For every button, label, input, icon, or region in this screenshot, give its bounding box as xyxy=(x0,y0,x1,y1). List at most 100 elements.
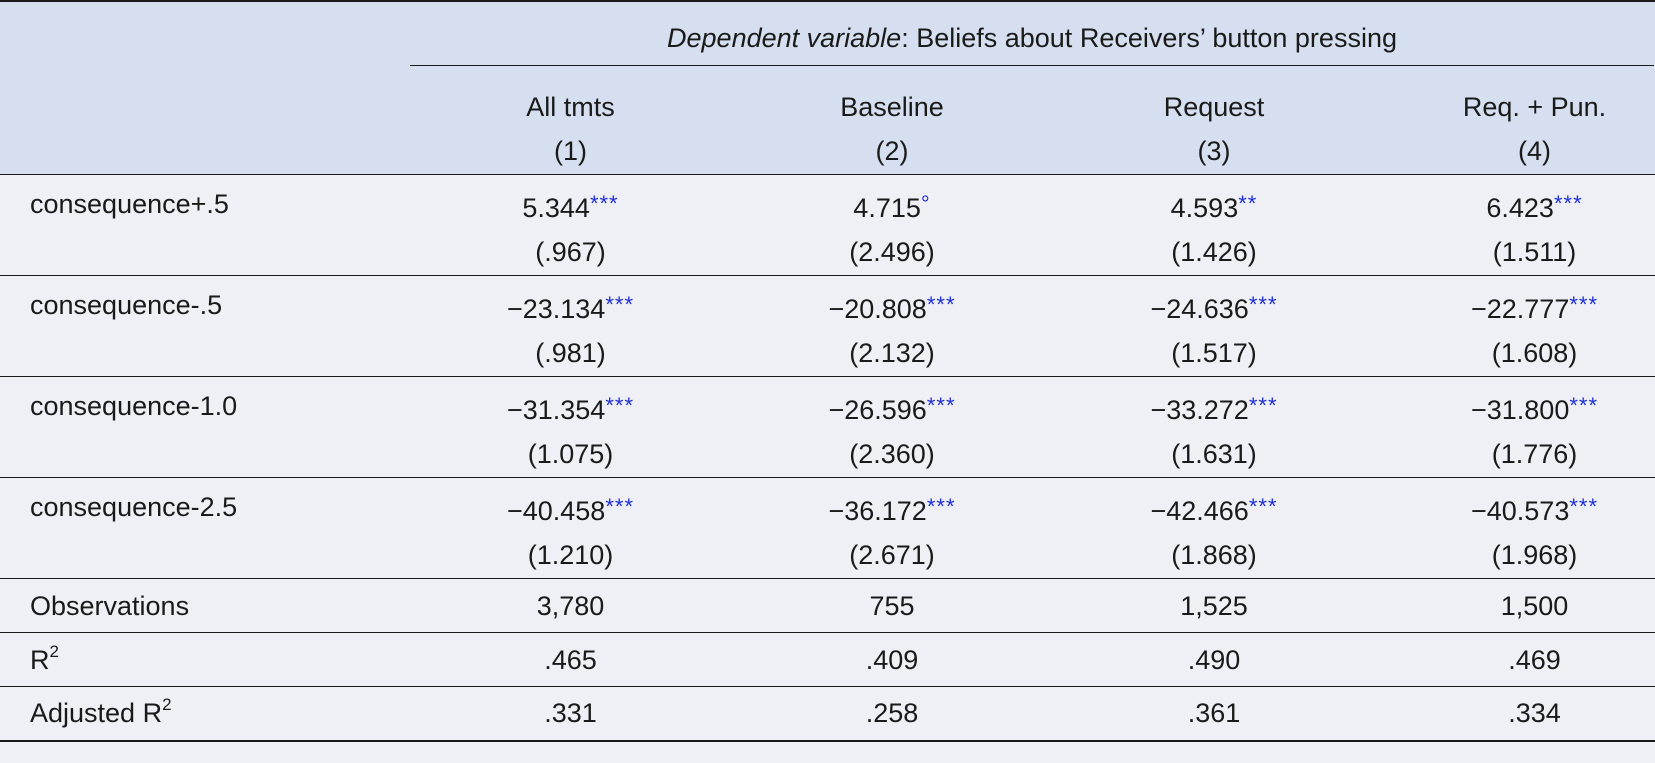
coefficient-estimate: −31.800*** xyxy=(1415,384,1654,432)
coefficient-cell: −31.800*** (1.776) xyxy=(1375,377,1655,478)
stat-cell: 1,525 xyxy=(1180,590,1248,621)
estimate-value: −24.636 xyxy=(1150,294,1249,324)
estimate-value: −23.134 xyxy=(506,294,606,324)
coefficient-cell: 4.715° (2.496) xyxy=(731,175,1053,276)
coefficient-estimate: −40.573*** xyxy=(1415,485,1654,533)
standard-error: (2.496) xyxy=(849,237,935,267)
significance-stars: *** xyxy=(926,292,956,317)
column-number: (1) xyxy=(554,136,587,166)
row-label-text: R xyxy=(30,644,50,675)
coefficient-row: consequence-1.0 −31.354*** (1.075) −26.59… xyxy=(0,377,1655,478)
coefficient-cell: 6.423*** (1.511) xyxy=(1375,175,1655,276)
significance-stars: ° xyxy=(920,191,931,216)
column-header-2: Baseline (2) xyxy=(731,67,1053,175)
coefficient-cell: 4.593** (1.426) xyxy=(1053,175,1375,276)
header-empty-cell xyxy=(0,67,410,175)
significance-stars: *** xyxy=(1248,292,1278,317)
estimate-value: −31.800 xyxy=(1470,395,1570,425)
estimate-value: 4.715 xyxy=(853,193,921,223)
estimate-value: 6.423 xyxy=(1486,193,1554,223)
stat-cell: .465 xyxy=(544,644,597,675)
adjusted-r-squared-row: Adjusted R2 .331 .258 .361 .334 xyxy=(0,687,1655,741)
regression-table: Dependent variable: Beliefs about Receiv… xyxy=(0,0,1655,741)
table-body: consequence+.5 5.344*** (.967) 4.715° (2.4… xyxy=(0,175,1655,741)
superscript: 2 xyxy=(49,641,59,661)
coefficient-estimate: 4.715° xyxy=(732,182,1052,230)
coefficient-cell: −23.134*** (.981) xyxy=(410,276,731,377)
significance-stars: *** xyxy=(1248,494,1278,519)
stat-cell: .334 xyxy=(1508,698,1561,729)
dependent-variable-caption: Dependent variable: Beliefs about Receiv… xyxy=(410,3,1655,66)
header-empty-cell xyxy=(0,0,410,67)
coefficient-cell: −26.596*** (2.360) xyxy=(731,377,1053,478)
stat-cell: .331 xyxy=(544,698,597,729)
significance-stars: *** xyxy=(926,393,956,418)
coefficient-estimate: −42.466*** xyxy=(1054,485,1374,533)
coefficient-estimate: −36.172*** xyxy=(732,485,1052,533)
row-label: consequence-2.5 xyxy=(30,492,238,522)
coefficient-estimate: −23.134*** xyxy=(411,283,730,331)
significance-stars: *** xyxy=(605,393,635,418)
standard-error: (1.517) xyxy=(1171,338,1257,368)
coefficient-row: consequence+.5 5.344*** (.967) 4.715° (2.4… xyxy=(0,175,1655,276)
coefficient-cell: 5.344*** (.967) xyxy=(410,175,731,276)
coefficient-estimate: 6.423*** xyxy=(1415,182,1654,230)
estimate-value: −40.458 xyxy=(506,496,606,526)
row-label-text: Observations xyxy=(30,590,190,621)
estimate-value: −22.777 xyxy=(1470,294,1570,324)
standard-error: (1.075) xyxy=(527,439,614,469)
column-name: Baseline xyxy=(840,92,944,122)
column-name: Request xyxy=(1163,92,1265,122)
coefficient-cell: −20.808*** (2.132) xyxy=(731,276,1053,377)
coefficient-estimate: −31.354*** xyxy=(411,384,730,432)
estimate-value: −36.172 xyxy=(828,496,927,526)
coefficient-estimate: 4.593** xyxy=(1054,182,1374,230)
coefficient-estimate: −22.777*** xyxy=(1415,283,1654,331)
standard-error: (2.360) xyxy=(849,439,935,469)
standard-error: (1.608) xyxy=(1491,338,1578,368)
coefficient-row: consequence-.5 −23.134*** (.981) −20.808*… xyxy=(0,276,1655,377)
column-headers-row: All tmts (1) Baseline (2) Request (3) Re… xyxy=(0,67,1655,175)
column-number: (2) xyxy=(875,136,909,166)
row-label: Adjusted R2 xyxy=(0,687,410,741)
significance-stars: *** xyxy=(1569,292,1599,317)
standard-error: (1.426) xyxy=(1171,237,1257,267)
significance-stars: *** xyxy=(605,292,635,317)
dependent-variable-text: : Beliefs about Receivers’ button pressi… xyxy=(901,23,1397,53)
standard-error: (1.776) xyxy=(1491,439,1578,469)
standard-error: (.981) xyxy=(535,338,606,368)
significance-stars: *** xyxy=(1553,191,1583,216)
coefficient-cell: −31.354*** (1.075) xyxy=(410,377,731,478)
row-label: consequence+.5 xyxy=(30,189,229,219)
coefficient-estimate: −20.808*** xyxy=(732,283,1052,331)
row-label: R2 xyxy=(0,633,410,687)
coefficient-cell: −22.777*** (1.608) xyxy=(1375,276,1655,377)
estimate-value: −20.808 xyxy=(828,294,927,324)
significance-stars: *** xyxy=(1569,393,1599,418)
stat-cell: 1,500 xyxy=(1500,590,1569,621)
significance-stars: *** xyxy=(1248,393,1278,418)
stat-cell: 3,780 xyxy=(536,590,605,621)
coefficient-cell: −40.573*** (1.968) xyxy=(1375,478,1655,579)
row-label: consequence-.5 xyxy=(30,290,223,320)
coefficient-estimate: −33.272*** xyxy=(1054,384,1374,432)
row-label-text: Adjusted R xyxy=(30,698,163,729)
stat-cell: 755 xyxy=(869,590,915,621)
column-number: (4) xyxy=(1518,136,1551,166)
standard-error: (1.868) xyxy=(1171,540,1257,570)
table-header: Dependent variable: Beliefs about Receiv… xyxy=(0,0,1655,175)
standard-error: (.967) xyxy=(535,237,606,267)
coefficient-row: consequence-2.5 −40.458*** (1.210) −36.17… xyxy=(0,478,1655,579)
estimate-value: −40.573 xyxy=(1470,496,1570,526)
estimate-value: −42.466 xyxy=(1150,496,1249,526)
stat-cell: .409 xyxy=(865,644,919,675)
standard-error: (1.511) xyxy=(1492,237,1577,267)
dependent-variable-row: Dependent variable: Beliefs about Receiv… xyxy=(0,0,1655,67)
observations-row: Observations 3,780 755 1,525 1,500 xyxy=(0,579,1655,633)
column-header-4: Req. + Pun. (4) xyxy=(1375,67,1655,175)
standard-error: (1.631) xyxy=(1171,439,1257,469)
column-number: (3) xyxy=(1197,136,1231,166)
row-label: Observations xyxy=(0,579,410,633)
estimate-value: −31.354 xyxy=(506,395,606,425)
